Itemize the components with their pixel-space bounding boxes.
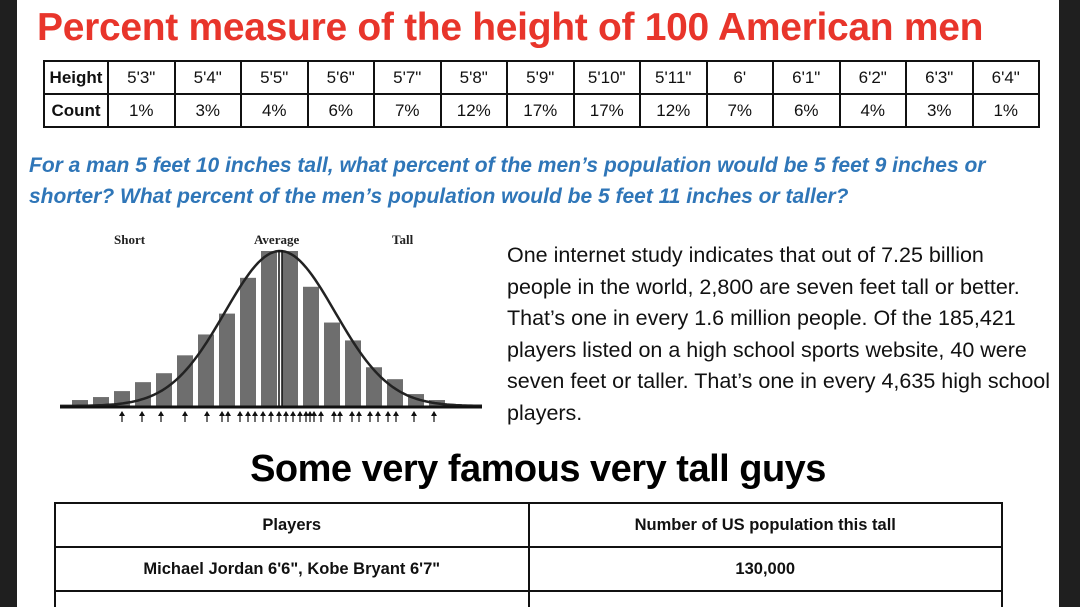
arrow-icon <box>393 411 399 416</box>
histogram-bar <box>219 313 235 406</box>
count-row: Count 1% 3% 4% 6% 7% 12% 17% 17% 12% 7% … <box>43 93 1040 128</box>
histogram-bar <box>324 322 340 406</box>
count-cell: 12% <box>639 93 708 128</box>
height-percent-table: Height 5'3" 5'4" 5'5" 5'6" 5'7" 5'8" 5'9… <box>43 60 1040 128</box>
arrow-icon <box>252 411 258 416</box>
count-cell: 7% <box>373 93 442 128</box>
arrow-icon <box>318 411 324 416</box>
normal-curve <box>60 249 495 408</box>
count-cell: 3% <box>905 93 974 128</box>
height-cell: 5'11" <box>639 60 708 95</box>
height-cell: 5'6" <box>306 60 375 95</box>
arrow-icon <box>375 411 381 416</box>
arrow-icon <box>431 411 437 416</box>
histogram-bar <box>303 286 319 406</box>
count-cell: 1% <box>107 93 176 128</box>
data-point-arrows <box>119 411 437 422</box>
height-cell: 5'3" <box>107 60 176 95</box>
height-cell: 6'3" <box>905 60 974 95</box>
height-cell: 6' <box>705 60 774 95</box>
histogram-bar <box>198 334 214 406</box>
label-average: Average <box>254 232 299 247</box>
section-heading: Some very famous very tall guys <box>250 448 826 490</box>
table-row <box>54 590 1003 607</box>
document-page: Percent measure of the height of 100 Ame… <box>17 0 1059 607</box>
arrow-icon <box>119 411 125 416</box>
table-header-row: Players Number of US population this tal… <box>54 502 1003 548</box>
height-cell: 5'8" <box>439 60 508 95</box>
players-cell <box>54 590 530 607</box>
arrow-icon <box>276 411 282 416</box>
arrow-icon <box>411 411 417 416</box>
arrow-icon <box>385 411 391 416</box>
histogram-bar <box>261 251 277 406</box>
arrow-icon <box>367 411 373 416</box>
count-cell: 12% <box>439 93 508 128</box>
arrow-icon <box>260 411 266 416</box>
table-row: Michael Jordan 6'6", Kobe Bryant 6'7" 13… <box>54 546 1003 592</box>
histogram-bar <box>345 340 361 406</box>
histogram-bar <box>240 277 256 406</box>
arrow-icon <box>290 411 296 416</box>
height-cell: 6'1" <box>772 60 841 95</box>
row-header-height: Height <box>43 60 109 95</box>
height-cell: 5'7" <box>373 60 442 95</box>
arrow-icon <box>311 411 317 416</box>
arrow-icon <box>303 411 309 416</box>
height-cell: 6'2" <box>838 60 907 95</box>
question-text: For a man 5 feet 10 inches tall, what pe… <box>29 154 986 208</box>
histogram-bar <box>282 251 298 406</box>
histogram-bar <box>135 382 151 406</box>
arrow-icon <box>245 411 251 416</box>
column-header-population: Number of US population this tall <box>527 502 1003 548</box>
players-cell: Michael Jordan 6'6", Kobe Bryant 6'7" <box>54 546 530 592</box>
population-cell <box>527 590 1003 607</box>
column-header-players: Players <box>54 502 530 548</box>
count-cell: 6% <box>306 93 375 128</box>
height-row: Height 5'3" 5'4" 5'5" 5'6" 5'7" 5'8" 5'9… <box>43 60 1040 95</box>
arrow-icon <box>283 411 289 416</box>
tall-players-table: Players Number of US population this tal… <box>54 502 1003 607</box>
arrow-icon <box>356 411 362 416</box>
height-cell: 5'5" <box>240 60 309 95</box>
arrow-icon <box>219 411 225 416</box>
arrow-icon <box>204 411 210 416</box>
count-cell: 4% <box>838 93 907 128</box>
height-cell: 6'4" <box>971 60 1040 95</box>
count-cell: 1% <box>971 93 1040 128</box>
arrow-icon <box>297 411 303 416</box>
arrow-icon <box>225 411 231 416</box>
page-title: Percent measure of the height of 100 Ame… <box>37 6 984 49</box>
label-tall: Tall <box>392 232 414 247</box>
arrow-icon <box>268 411 274 416</box>
arrow-icon <box>182 411 188 416</box>
arrow-icon <box>331 411 337 416</box>
count-cell: 3% <box>173 93 242 128</box>
arrow-icon <box>237 411 243 416</box>
histogram-bar <box>408 394 424 406</box>
count-cell: 6% <box>772 93 841 128</box>
arrow-icon <box>158 411 164 416</box>
bell-curve-svg: Short Average Tall <box>60 232 497 422</box>
histogram-bar <box>72 400 88 406</box>
bell-curve-diagram: Short Average Tall <box>42 228 497 428</box>
height-cell: 5'4" <box>173 60 242 95</box>
count-cell: 17% <box>506 93 575 128</box>
height-cell: 5'9" <box>506 60 575 95</box>
height-cell: 5'10" <box>572 60 641 95</box>
histogram-bar <box>366 367 382 406</box>
arrow-icon <box>337 411 343 416</box>
count-cell: 4% <box>240 93 309 128</box>
count-cell: 7% <box>705 93 774 128</box>
label-short: Short <box>114 232 146 247</box>
arrow-icon <box>307 411 313 416</box>
count-cell: 17% <box>572 93 641 128</box>
arrow-icon <box>139 411 145 416</box>
statistics-paragraph: One internet study indicates that out of… <box>507 243 1051 425</box>
population-cell: 130,000 <box>527 546 1003 592</box>
histogram-bar <box>93 397 109 406</box>
row-header-count: Count <box>43 93 109 128</box>
arrow-icon <box>349 411 355 416</box>
